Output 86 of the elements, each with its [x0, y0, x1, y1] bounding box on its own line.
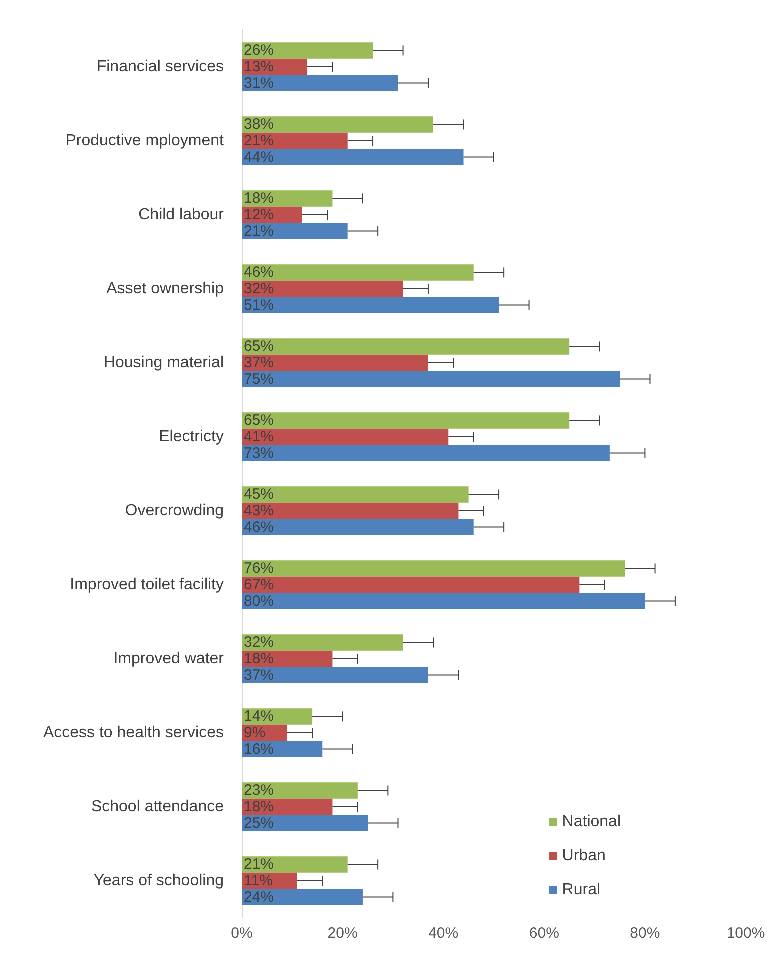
y-tick-label: Improved water	[114, 650, 225, 668]
y-tick-label: Overcrowding	[125, 502, 224, 520]
data-label: 18%	[244, 650, 274, 668]
y-tick-label: Improved toilet facility	[70, 576, 224, 594]
data-label: 14%	[244, 708, 274, 726]
bar	[242, 576, 580, 594]
bar	[242, 782, 358, 799]
bar	[242, 741, 323, 758]
data-label: 9%	[244, 724, 266, 742]
data-label: 76%	[244, 560, 274, 578]
data-label: 23%	[244, 782, 274, 800]
bar	[242, 190, 333, 207]
x-tick-label: 60%	[529, 925, 560, 942]
data-label: 12%	[244, 206, 274, 224]
data-label: 16%	[244, 740, 274, 758]
x-tick-label: 0%	[231, 925, 253, 942]
bar	[242, 667, 428, 684]
y-tick-label: Electricty	[159, 428, 224, 446]
data-label: 13%	[244, 58, 274, 76]
data-label: 37%	[244, 354, 274, 372]
data-label: 80%	[244, 592, 274, 610]
data-label: 18%	[244, 798, 274, 816]
bar	[242, 280, 404, 298]
data-label: 25%	[244, 814, 274, 832]
data-label: 46%	[244, 264, 274, 282]
bar	[242, 75, 398, 92]
bar	[242, 338, 570, 355]
bar	[242, 371, 620, 388]
data-label: 24%	[244, 888, 274, 906]
bar	[242, 428, 449, 446]
data-label: 21%	[244, 132, 274, 150]
bar	[242, 354, 428, 372]
bar	[242, 149, 464, 166]
bar	[242, 297, 500, 314]
data-label: 21%	[244, 856, 274, 874]
data-label: 11%	[244, 872, 273, 890]
bar	[242, 593, 646, 610]
data-label: 26%	[244, 42, 274, 60]
y-tick-label: Access to health services	[43, 724, 224, 742]
data-label: 32%	[244, 280, 274, 298]
bar	[242, 132, 348, 150]
data-label: 37%	[244, 666, 274, 684]
data-label: 46%	[244, 518, 274, 536]
bar	[242, 264, 474, 281]
data-label: 73%	[244, 444, 274, 462]
bar	[242, 634, 404, 651]
bar	[242, 815, 368, 832]
bar	[242, 42, 374, 59]
data-label: 44%	[244, 148, 274, 166]
data-label: 75%	[244, 370, 274, 388]
y-tick-label: Years of schooling	[94, 872, 224, 890]
x-tick-label: 80%	[630, 925, 660, 942]
bar	[242, 856, 348, 873]
data-label: 41%	[244, 428, 274, 446]
data-label: 45%	[244, 486, 274, 504]
data-label: 67%	[244, 576, 274, 594]
bar	[242, 445, 610, 462]
x-tick-label: 100%	[726, 925, 766, 942]
bar	[242, 560, 626, 577]
data-label: 21%	[244, 222, 274, 240]
bar	[242, 412, 570, 429]
data-label: 32%	[244, 634, 274, 652]
legend-label: Rural	[562, 882, 601, 898]
y-tick-label: Productive mployment	[66, 132, 225, 150]
x-tick-label: 40%	[428, 925, 459, 942]
data-label: 38%	[244, 116, 274, 134]
y-tick-label: Financial services	[96, 58, 224, 76]
data-label: 51%	[244, 296, 274, 314]
data-label: 31%	[244, 74, 274, 92]
data-label: 43%	[244, 502, 274, 520]
data-label: 65%	[244, 338, 274, 356]
y-tick-label: Asset ownership	[106, 280, 224, 298]
y-tick-label: Housing material	[104, 354, 224, 372]
bar	[242, 116, 434, 133]
bar	[242, 889, 363, 906]
legend-label: Urban	[562, 848, 606, 864]
legend-label: National	[562, 814, 621, 830]
bar	[242, 519, 474, 536]
bar	[242, 223, 348, 240]
data-label: 65%	[244, 412, 274, 430]
bar	[242, 502, 459, 520]
y-tick-label: School attendance	[91, 798, 224, 816]
x-tick-label: 20%	[328, 925, 358, 942]
bar	[242, 486, 469, 503]
data-label: 18%	[244, 190, 274, 208]
y-tick-label: Child labour	[138, 206, 225, 224]
